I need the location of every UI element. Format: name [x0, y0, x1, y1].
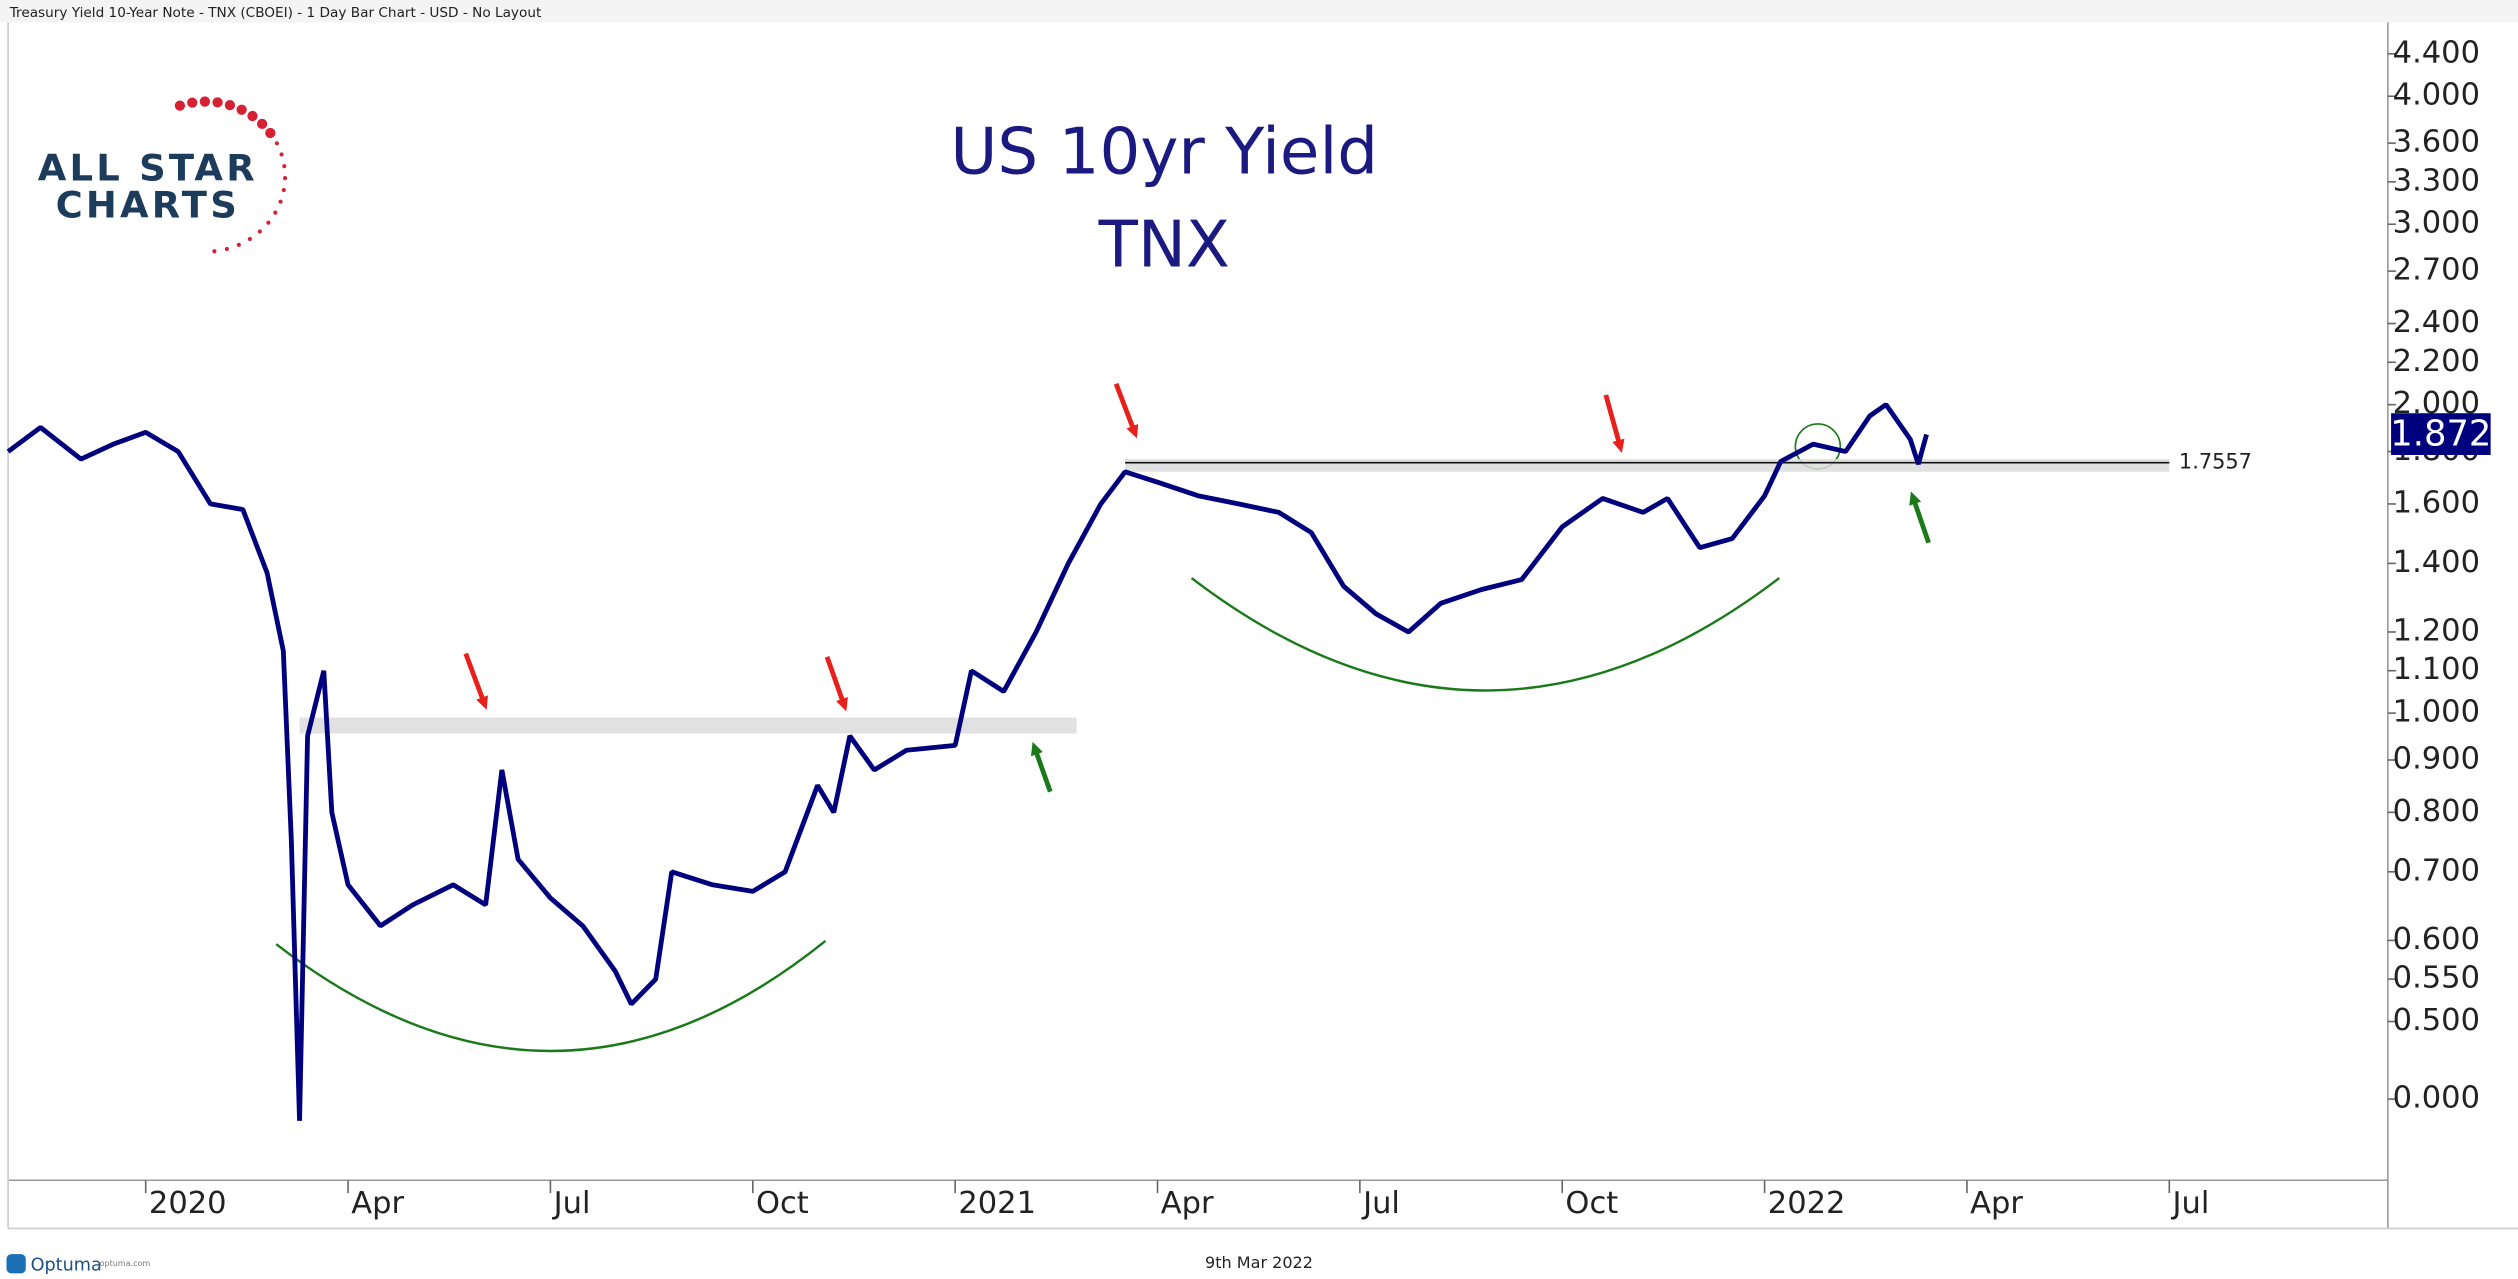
logo-star — [236, 104, 247, 115]
y-tick-label: 0.500 — [2393, 1003, 2480, 1038]
arrow-shaft — [1033, 750, 1053, 793]
arrow-shaft — [1603, 394, 1622, 445]
logo-star — [187, 97, 198, 108]
arrow-head — [476, 695, 488, 710]
logo-stars — [174, 96, 288, 254]
arrow-shaft — [824, 655, 846, 704]
y-tick-label: 1.000 — [2393, 695, 2480, 730]
y-tick-label: 0.000 — [2393, 1081, 2480, 1116]
logo-star — [212, 97, 223, 108]
logo-star — [266, 220, 271, 225]
y-tick-label: 0.800 — [2393, 794, 2480, 829]
y-tick-label: 0.700 — [2393, 853, 2480, 888]
logo-star — [282, 164, 287, 169]
logo-star — [174, 100, 186, 111]
logo-star — [199, 96, 211, 107]
arrow-head — [836, 696, 848, 712]
y-tick-label: 0.900 — [2393, 741, 2480, 776]
y-tick-label: 0.550 — [2393, 961, 2480, 996]
y-tick-label: 3.300 — [2393, 163, 2480, 198]
y-tick-label: 1.100 — [2393, 652, 2480, 687]
x-tick-label: Jul — [1361, 1186, 1400, 1221]
y-tick-label: 3.600 — [2393, 125, 2480, 160]
logo-star — [281, 187, 286, 193]
brand: Optuma — [31, 1255, 102, 1275]
logo-line: CHARTS — [56, 184, 240, 227]
x-tick-label: Oct — [756, 1186, 809, 1221]
arrow-head — [1031, 741, 1043, 757]
zone-band — [299, 717, 1077, 734]
arrow-head — [1126, 423, 1139, 439]
header-text: Treasury Yield 10-Year Note - TNX (CBOEI… — [9, 5, 542, 21]
logo-star — [274, 141, 279, 146]
y-tick-label: 1.600 — [2393, 485, 2480, 520]
x-tick-label: Oct — [1565, 1186, 1618, 1221]
brand-site: optuma.com — [100, 1259, 151, 1268]
last-value-box — [2391, 413, 2491, 455]
arrow-head — [1612, 438, 1625, 453]
x-tick-label: Apr — [1970, 1186, 2023, 1221]
arrow-shaft — [1113, 382, 1136, 431]
header-bar — [0, 0, 2518, 23]
chart-title: US 10yr Yield — [950, 114, 1378, 189]
chart-subtitle: TNX — [1098, 207, 1230, 282]
logo-star — [256, 118, 268, 129]
x-tick-label: Apr — [1161, 1186, 1214, 1221]
x-tick-label: Apr — [351, 1186, 404, 1221]
logo-star — [224, 246, 229, 252]
logo-line: ALL STAR — [38, 147, 258, 190]
arrow-shaft — [463, 652, 486, 702]
rounding-arc — [1190, 577, 1781, 692]
logo-star — [273, 210, 278, 215]
y-tick-label: 4.400 — [2393, 35, 2480, 70]
y-tick-label: 1.200 — [2393, 613, 2480, 648]
rounding-arc — [275, 940, 827, 1053]
logo-star — [265, 127, 276, 139]
x-tick-label: 2020 — [149, 1186, 227, 1221]
logo-star — [224, 100, 236, 111]
price-line — [6, 402, 1929, 1121]
x-tick-label: Jul — [2171, 1186, 2210, 1221]
x-tick-label: Jul — [552, 1186, 591, 1221]
zone-band — [1125, 459, 2170, 472]
logo-star — [279, 152, 284, 157]
logo-star — [247, 236, 252, 242]
x-tick-label: 2021 — [958, 1186, 1036, 1221]
y-tick-label: 3.000 — [2393, 206, 2480, 241]
y-tick-label: 4.000 — [2393, 78, 2480, 113]
arrows — [463, 382, 1931, 793]
footer-date: 9th Mar 2022 — [1205, 1253, 1313, 1272]
y-tick-label: 0.600 — [2393, 922, 2480, 957]
logo-star — [247, 110, 258, 122]
y-tick-label: 2.700 — [2393, 253, 2480, 288]
brand-icon — [6, 1254, 26, 1274]
logo-star — [278, 199, 283, 204]
arrow-head — [1909, 491, 1922, 506]
logo-star — [236, 242, 241, 247]
logo: ALL STAR CHARTS — [38, 96, 288, 254]
arrow-shaft — [1911, 499, 1931, 544]
y-tick-label: 2.400 — [2393, 305, 2480, 340]
logo-star — [257, 229, 262, 234]
x-tick-label: 2022 — [1768, 1186, 1846, 1221]
logo-star — [212, 249, 217, 254]
level-label: 1.7557 — [2179, 450, 2252, 474]
last-value-label: 1.872 — [2390, 414, 2491, 455]
logo-star — [282, 176, 288, 181]
y-tick-label: 1.400 — [2393, 545, 2480, 580]
y-tick-label: 2.200 — [2393, 344, 2480, 379]
